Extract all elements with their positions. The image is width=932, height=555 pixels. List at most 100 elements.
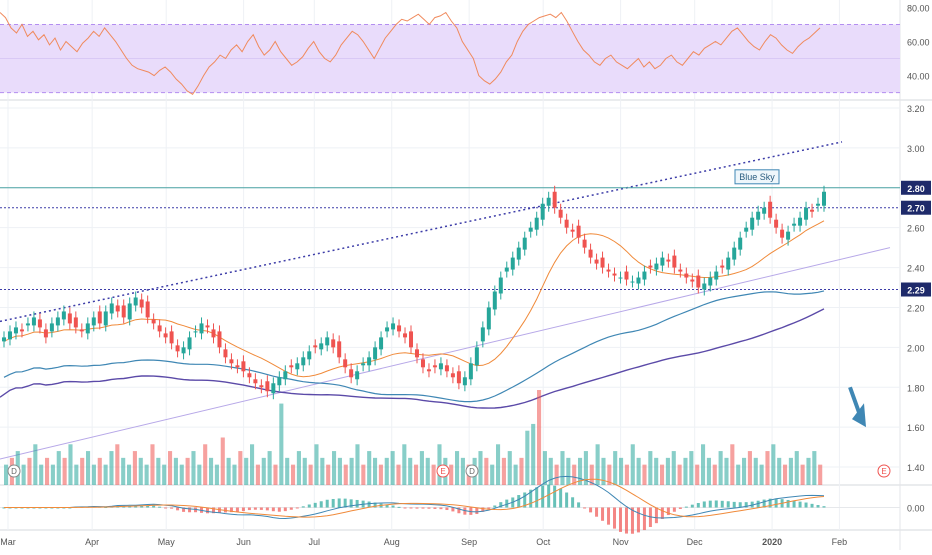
volume-bar <box>27 457 32 485</box>
macd-histogram-bar <box>367 501 371 508</box>
volume-bar <box>308 464 313 485</box>
volume-bar <box>390 451 395 485</box>
volume-bar <box>747 451 752 485</box>
event-marker-label: E <box>881 467 886 476</box>
volume-bar <box>197 464 202 485</box>
candle-body <box>498 277 503 294</box>
candle-body <box>450 373 455 378</box>
volume-bar <box>21 464 26 485</box>
candle-body <box>714 271 719 280</box>
macd-histogram-bar <box>451 507 455 512</box>
volume-bar <box>74 464 79 485</box>
volume-bar <box>285 457 290 485</box>
volume-bar <box>185 457 190 485</box>
macd-histogram-bar <box>271 507 275 512</box>
volume-bar <box>537 390 542 485</box>
candle-body <box>61 311 66 320</box>
macd-histogram-bar <box>762 499 766 508</box>
volume-bar <box>730 444 735 485</box>
macd-histogram-bar <box>744 502 748 508</box>
candle-body <box>223 349 228 358</box>
volume-bar <box>794 451 799 485</box>
time-tick-label: Aug <box>384 537 400 547</box>
macd-histogram-bar <box>774 498 778 508</box>
candle-body <box>570 229 575 232</box>
macd-histogram-bar <box>792 500 796 508</box>
candle-body <box>576 225 581 238</box>
event-marker-label: E <box>440 467 445 476</box>
volume-bar <box>115 444 120 485</box>
volume-bar <box>788 457 793 485</box>
volume-bar <box>507 451 512 485</box>
volume-bar <box>742 457 747 485</box>
candle-body <box>133 297 138 306</box>
price-tick-label: 1.40 <box>907 463 925 473</box>
macd-histogram-bar <box>630 507 634 534</box>
candle-body <box>43 329 48 338</box>
candle-body <box>780 229 785 238</box>
macd-histogram-bar <box>720 500 724 508</box>
macd-histogram-bar <box>319 501 323 508</box>
time-axis: Mar Apr May Jun Jul Aug Sep Oct Nov Dec 2020 Feb <box>0 537 847 547</box>
volume-bar <box>302 457 307 485</box>
volume-bar <box>695 464 700 485</box>
macd-histogram-bar <box>206 507 210 514</box>
macd-histogram-bar <box>481 507 485 512</box>
candle-body <box>169 331 174 344</box>
candle-body <box>726 257 731 270</box>
volume-bar <box>80 457 85 485</box>
volume-bar <box>630 444 635 485</box>
candle-body <box>810 209 815 212</box>
volume-bar <box>402 444 407 485</box>
volume-bar <box>50 464 55 485</box>
time-tick-label: Jun <box>236 537 251 547</box>
volume-bar <box>642 464 647 485</box>
volume-bar <box>671 451 676 485</box>
volume-bar <box>109 451 114 485</box>
candle-body <box>606 269 611 272</box>
time-tick-label: Nov <box>613 537 630 547</box>
candle-body <box>756 211 761 220</box>
candle-body <box>534 217 539 230</box>
macd-histogram-bar <box>265 507 269 511</box>
candle-body <box>343 359 348 368</box>
macd-histogram-bar <box>583 507 587 509</box>
candle-body <box>798 217 803 226</box>
candle-body <box>199 323 204 334</box>
macd-histogram-bar <box>607 507 611 525</box>
macd-histogram-bar <box>385 504 389 508</box>
macd-histogram-bar <box>355 499 359 508</box>
candle-body <box>211 329 216 338</box>
volume-bar <box>519 457 524 485</box>
volume-bar <box>431 464 436 485</box>
candle-body <box>289 365 294 368</box>
macd-histogram-bar <box>433 507 437 509</box>
macd-histogram-bar <box>68 507 72 509</box>
macd-histogram-bar <box>750 501 754 508</box>
macd-histogram-bar <box>164 507 168 509</box>
candle-body <box>444 365 449 372</box>
ma-slow-line <box>0 308 825 409</box>
volume-bar <box>566 457 571 485</box>
candle-body <box>558 209 563 218</box>
candle-body <box>414 349 419 358</box>
volume-bar <box>332 451 337 485</box>
volume-bar <box>736 464 741 485</box>
volume-bar <box>384 457 389 485</box>
candle-body <box>253 379 258 384</box>
volume-bar <box>689 451 694 485</box>
ma-medium-line <box>3 290 825 403</box>
macd-histogram-bar <box>696 503 700 508</box>
event-marker <box>465 464 479 478</box>
time-tick-label: Jul <box>309 537 321 547</box>
candle-body <box>379 337 384 350</box>
candle-body <box>235 365 240 368</box>
candle-body <box>546 197 551 206</box>
candle-body <box>307 351 312 360</box>
candle-body <box>720 265 725 268</box>
volume-bar <box>156 457 161 485</box>
candle-body <box>786 231 791 240</box>
macd-histogram-bar <box>678 507 682 509</box>
